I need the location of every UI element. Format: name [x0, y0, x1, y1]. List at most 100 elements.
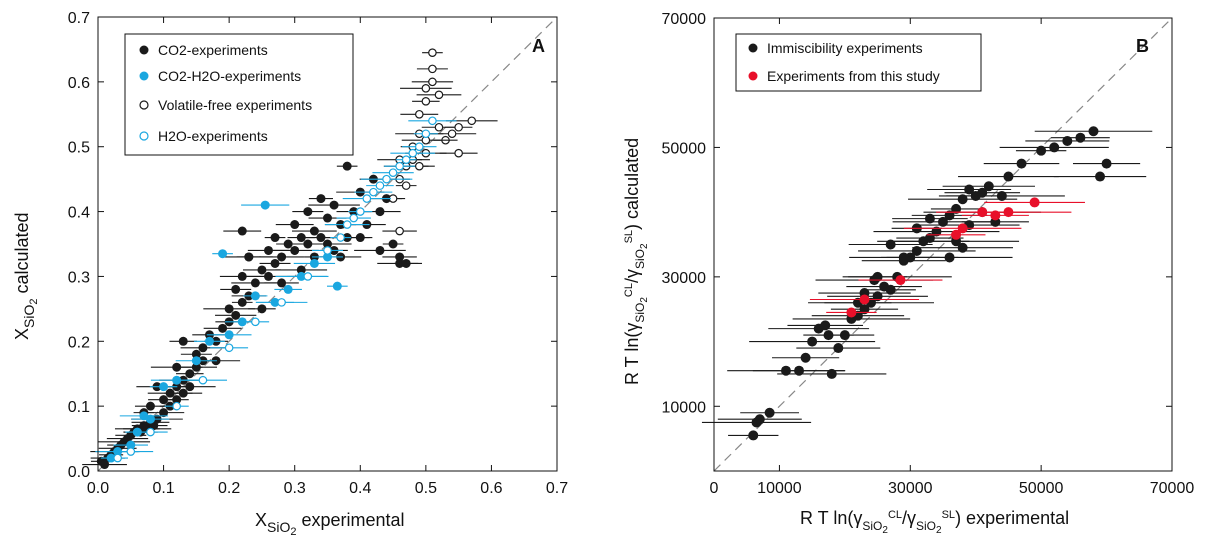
data-point — [218, 323, 228, 333]
panel-a-xtick-label: 0.0 — [87, 480, 109, 497]
panel-a-ylabel-sub2: 2 — [28, 299, 40, 305]
data-point — [323, 239, 332, 249]
panel-a-xlabel-base: X — [255, 510, 267, 530]
data-point — [263, 271, 273, 281]
panel-a-xtick-label: 0.7 — [546, 480, 568, 497]
data-point — [754, 414, 765, 425]
data-point — [388, 239, 398, 249]
data-point — [260, 200, 270, 210]
data-point — [800, 352, 811, 363]
data-point — [283, 284, 293, 294]
data-point — [748, 430, 759, 441]
legend-volatile-free-label: Volatile-free experiments — [158, 97, 312, 113]
legend-volatile-free-marker — [139, 100, 149, 110]
panel-b-ylabel-mid: /γ — [622, 269, 642, 283]
data-point — [401, 258, 411, 268]
data-point — [1036, 145, 1047, 156]
data-point — [428, 116, 437, 126]
data-point — [355, 207, 365, 216]
data-point — [1029, 197, 1040, 208]
panel-a-ytick-label: 0.0 — [68, 464, 90, 481]
panel-b-series-1 — [809, 197, 1085, 318]
data-point — [428, 48, 437, 57]
panel-b-xlabel-start: R T ln(γ — [800, 508, 862, 528]
data-point — [237, 297, 247, 307]
data-point — [395, 252, 405, 262]
panel-b-legend-box — [735, 33, 982, 92]
panel-b-ylabel-rest: ) calculated — [622, 138, 642, 230]
data-point — [323, 213, 332, 223]
panel-b-ylabel-sub1b: 2 — [639, 297, 650, 303]
data-point — [794, 365, 805, 376]
data-point — [1003, 171, 1014, 182]
data-point — [428, 77, 437, 87]
data-point — [270, 258, 280, 268]
panel-b-ytick-label: 30000 — [662, 270, 707, 287]
panel-a-ytick-label: 0.3 — [68, 269, 90, 286]
data-point — [895, 275, 906, 286]
data-point — [198, 375, 208, 385]
legend-h2o-marker — [139, 131, 149, 141]
panel-a-ylabel: XSiO2 calculated — [12, 212, 40, 340]
panel-a-data-layer — [82, 16, 558, 472]
data-point — [303, 272, 313, 281]
panel-b-xtick-label: 70000 — [1150, 480, 1195, 497]
data-point — [296, 233, 306, 243]
data-point — [944, 252, 955, 263]
data-point — [159, 382, 169, 392]
data-point — [329, 200, 339, 210]
data-point — [414, 109, 424, 119]
data-point — [1049, 142, 1060, 153]
data-point — [290, 220, 300, 230]
data-point — [342, 161, 352, 171]
panel-a-ytick-label: 0.4 — [68, 205, 90, 222]
data-point — [1101, 158, 1112, 169]
panel-b-axes: 0 10000 30000 50000 70000 10000 30000 50000 7000… — [662, 11, 1195, 497]
data-point — [224, 330, 234, 340]
panel-b-ytick-label: 10000 — [662, 399, 707, 416]
data-point — [250, 278, 260, 288]
legend-h2o-label: H2O-experiments — [158, 128, 268, 144]
data-point — [382, 174, 391, 184]
data-point — [1095, 171, 1106, 182]
panel-a-ylabel-rest: calculated — [12, 212, 32, 298]
panel-b-ylabel-start: R T ln(γ — [622, 323, 642, 385]
data-point — [764, 407, 775, 418]
panel-b-xlabel-sub2: SiO — [916, 519, 936, 533]
data-point — [257, 304, 267, 314]
data-point — [859, 294, 870, 305]
panel-b-xtick-label: 30000 — [888, 480, 933, 497]
data-point — [309, 258, 319, 268]
panel-a-xlabel-sub2: 2 — [290, 526, 296, 538]
panel-b-xlabel-sub2b: 2 — [936, 525, 942, 536]
panel-b-xtick-label: 50000 — [1019, 480, 1064, 497]
panel-a-ytick-label: 0.2 — [68, 334, 90, 351]
data-point — [846, 307, 857, 318]
data-point — [323, 252, 332, 262]
panel-a-ytick-label: 0.1 — [68, 399, 90, 416]
data-point — [395, 161, 404, 171]
data-point — [395, 226, 404, 236]
data-point — [198, 343, 208, 353]
data-point — [388, 168, 398, 177]
panel-a-ytick-label: 0.5 — [68, 140, 90, 157]
data-point — [401, 155, 411, 164]
data-point — [126, 440, 136, 450]
data-point — [408, 148, 418, 158]
panel-a-xlabel: XSiO2 experimental — [255, 510, 405, 538]
data-point — [336, 233, 345, 242]
panel-a-series-0 — [82, 161, 423, 470]
panel-b-xlabel-sup1: CL — [888, 509, 902, 521]
data-point — [951, 203, 962, 214]
data-point — [349, 213, 359, 223]
data-point — [113, 453, 122, 463]
data-point — [159, 395, 169, 405]
data-point — [270, 233, 280, 243]
panel-b-xlabel-rest: ) experimental — [955, 508, 1069, 528]
data-point — [263, 245, 273, 255]
panel-a: 0.0 0.1 0.2 0.3 0.4 0.5 0.6 0.7 0.0 0.1 0.2 0.3 0.4 0… — [12, 10, 568, 538]
data-point — [885, 284, 896, 295]
data-point — [323, 246, 332, 255]
panel-b-ylabel: R T ln(γSiO2CL/γSiO2SL) calculated — [622, 138, 650, 385]
